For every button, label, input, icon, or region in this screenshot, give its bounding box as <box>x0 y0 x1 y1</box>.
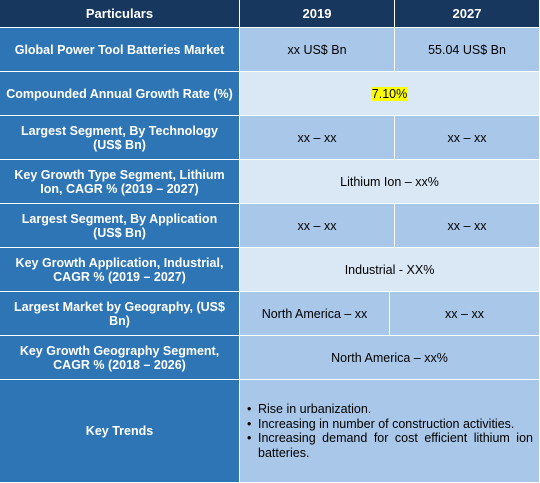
row-label-cagr: Compounded Annual Growth Rate (%) <box>0 72 240 116</box>
key-trends-label: Key Trends <box>0 380 240 483</box>
row-application-2019: xx – xx <box>240 204 395 248</box>
key-trend-item: Increasing in number of construction act… <box>247 417 533 432</box>
row-geography-2019: North America – xx <box>240 292 390 336</box>
key-trends-list: Rise in urbanization. Increasing in numb… <box>244 402 533 460</box>
row-geography-2027: xx – xx <box>390 292 540 336</box>
row-growth-geography-value: North America – xx% <box>240 336 540 380</box>
row-market-2027: 55.04 US$ Bn <box>395 28 540 72</box>
key-trends-list-cell: Rise in urbanization. Increasing in numb… <box>240 380 540 483</box>
row-label-geography: Largest Market by Geography, (US$ Bn) <box>0 292 240 336</box>
row-growth-type-value: Lithium Ion – xx% <box>240 160 540 204</box>
row-label-growth-type: Key Growth Type Segment, Lithium Ion, CA… <box>0 160 240 204</box>
row-growth-application-value: Industrial - XX% <box>240 248 540 292</box>
row-cagr-value: 7.10% <box>240 72 540 116</box>
row-label-growth-geography: Key Growth Geography Segment, CAGR % (20… <box>0 336 240 380</box>
cagr-highlight: 7.10% <box>370 86 409 101</box>
header-particulars: Particulars <box>0 0 240 28</box>
row-label-growth-application: Key Growth Application, Industrial, CAGR… <box>0 248 240 292</box>
row-label-technology: Largest Segment, By Technology (US$ Bn) <box>0 116 240 160</box>
header-2019: 2019 <box>240 0 395 28</box>
row-market-2019: xx US$ Bn <box>240 28 395 72</box>
key-trend-item: Rise in urbanization. <box>247 402 533 417</box>
header-2027: 2027 <box>395 0 540 28</box>
key-trend-item: Increasing demand for cost efficient lit… <box>247 431 533 460</box>
row-label-application: Largest Segment, By Application (US$ Bn) <box>0 204 240 248</box>
row-technology-2027: xx – xx <box>395 116 540 160</box>
row-application-2027: xx – xx <box>395 204 540 248</box>
row-label-market: Global Power Tool Batteries Market <box>0 28 240 72</box>
row-technology-2019: xx – xx <box>240 116 395 160</box>
